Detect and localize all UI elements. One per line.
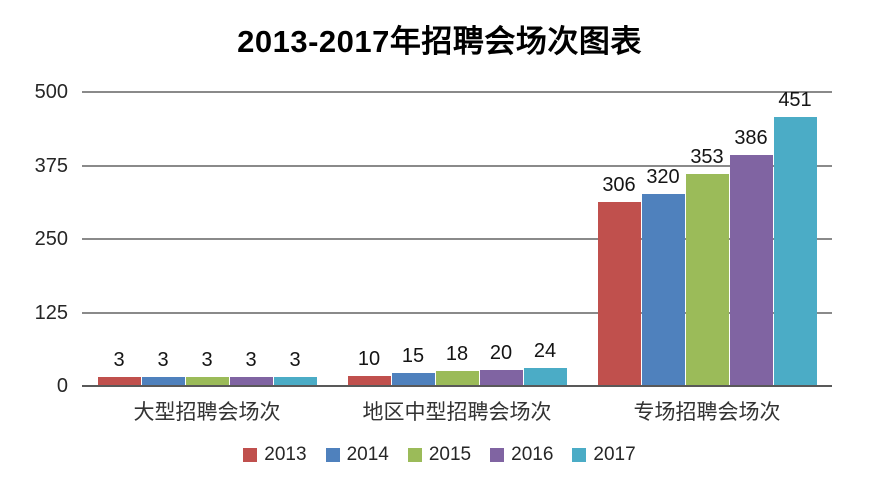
bar-2015: 353: [685, 147, 729, 386]
legend-swatch: [243, 448, 258, 462]
data-label: 3: [113, 349, 125, 371]
chart-title: 2013-2017年招聘会场次图表: [237, 24, 642, 59]
data-label: 10: [357, 348, 381, 371]
data-label: 20: [489, 342, 513, 365]
bar-2013: 3: [97, 350, 141, 386]
legend-item-2013: 2013: [243, 444, 307, 466]
gridline: [82, 91, 832, 93]
bar-2017: 3: [273, 350, 317, 386]
gridline: [82, 311, 832, 314]
bar-rect: [685, 174, 729, 386]
bar-rect: [435, 371, 479, 386]
gridline: [82, 238, 832, 240]
bar-rect: [97, 377, 141, 386]
bar-2013: 306: [597, 175, 641, 386]
data-label: 3: [289, 349, 301, 371]
gridline: [82, 164, 832, 167]
bar-2015: 18: [435, 344, 479, 386]
bar-2014: 320: [641, 167, 685, 386]
bar-rect: [141, 377, 185, 386]
bar-rect: [229, 377, 273, 386]
data-label: 3: [245, 349, 257, 371]
data-label: 24: [533, 339, 557, 362]
data-label: 451: [778, 88, 812, 111]
legend-swatch: [407, 448, 422, 462]
bar-2016: 386: [729, 128, 773, 386]
legend-label: 2016: [511, 444, 554, 465]
bar-2015: 3: [185, 350, 229, 386]
category-group: 3 3 3 3 3: [82, 92, 332, 386]
legend-label: 2017: [593, 444, 636, 465]
x-axis-labels: 大型招聘会场次 地区中型招聘会场次 专场招聘会场次: [82, 396, 832, 426]
bar-2017: 24: [523, 341, 567, 386]
category-group: 306 320 353 386 451: [582, 90, 832, 386]
bar-2017: 451: [773, 90, 817, 386]
y-tick-label: 375: [34, 154, 68, 177]
bar-rect: [641, 193, 685, 386]
bar-rect: [347, 376, 391, 386]
category-label: 地区中型招聘会场次: [362, 401, 552, 424]
bar-rect: [523, 367, 567, 386]
legend-label: 2013: [264, 444, 307, 465]
category-label: 大型招聘会场次: [133, 401, 281, 424]
legend-item-2015: 2015: [407, 444, 472, 466]
bar-rect: [185, 377, 229, 386]
data-label: 3: [157, 349, 169, 371]
data-label: 386: [734, 127, 768, 150]
bar-rect: [729, 155, 773, 386]
bar-rect: [479, 370, 523, 386]
y-tick-label: 250: [34, 228, 68, 250]
data-label: 15: [401, 345, 425, 368]
legend-item-2017: 2017: [572, 444, 636, 466]
legend-swatch: [325, 448, 340, 462]
legend-label: 2014: [346, 444, 389, 465]
y-tick-label: 500: [34, 81, 68, 103]
data-label: 3: [201, 349, 213, 371]
legend-swatch: [490, 448, 505, 462]
x-axis-line: [82, 385, 832, 387]
legend: 2013 2014 2015 2016 2017: [0, 444, 879, 466]
data-label: 353: [690, 146, 724, 169]
category-group: 10 15 18 20 24: [332, 92, 582, 386]
y-tick-label: 125: [34, 301, 68, 324]
data-label: 18: [445, 343, 469, 366]
y-axis-labels: 0 125 250 375 500: [0, 81, 68, 397]
bar-rect: [273, 377, 317, 386]
bar-rect: [597, 202, 641, 386]
bar-2016: 20: [479, 343, 523, 386]
bar-2014: 3: [141, 350, 185, 386]
bar-rect: [773, 116, 817, 386]
bar-2013: 10: [347, 349, 391, 386]
plot-cells: 3 3 3 3 3 10 15 18 20 24 306 320 353 386 451: [82, 90, 832, 386]
bar-rect: [391, 373, 435, 386]
legend-swatch: [572, 448, 587, 462]
plot-area: 3 3 3 3 3 10 15 18 20 24 306 320 353 386 451: [82, 90, 832, 387]
data-label: 306: [602, 174, 636, 197]
data-label: 320: [646, 165, 680, 188]
legend-item-2016: 2016: [490, 444, 553, 466]
legend-item-2014: 2014: [325, 444, 389, 466]
category-label: 专场招聘会场次: [633, 401, 781, 424]
bar-2014: 15: [391, 346, 435, 386]
y-tick-label: 0: [56, 375, 68, 397]
legend-label: 2015: [428, 444, 472, 465]
bar-2016: 3: [229, 350, 273, 386]
